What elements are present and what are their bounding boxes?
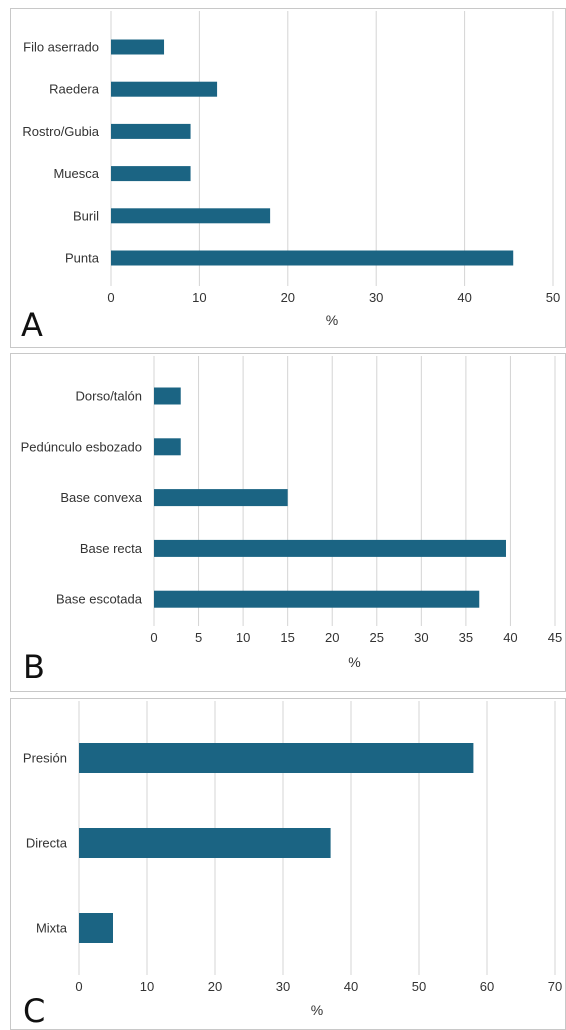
bar-b-2 [154, 489, 288, 507]
category-label: Directa [26, 836, 68, 851]
category-label: Raedera [49, 82, 100, 97]
category-label: Base convexa [60, 490, 142, 505]
x-tick-label: 0 [75, 979, 82, 994]
x-tick-label: 40 [457, 290, 471, 305]
bar-c-1 [79, 828, 331, 858]
x-axis-label: % [311, 1002, 323, 1018]
chart-panel-a: 0 10 20 30 40 50 Filo aserrado Raedera Rostro/Gu… [10, 8, 566, 348]
bar-a-3 [111, 166, 191, 182]
x-tick-label: 20 [281, 290, 295, 305]
x-tick-label: 30 [369, 290, 383, 305]
bar-chart-a: 0 10 20 30 40 50 Filo aserrado Raedera Rostro/Gu… [22, 11, 560, 328]
x-tick-label: 70 [548, 979, 562, 994]
bar-a-4 [111, 208, 271, 224]
bar-c-2 [79, 913, 113, 943]
x-tick-label: 10 [192, 290, 206, 305]
panel-label-c: C [23, 992, 46, 1030]
x-tick-label: 30 [276, 979, 290, 994]
x-tick-label: 45 [548, 630, 562, 645]
x-tick-label: 10 [236, 630, 250, 645]
bar-a-1 [111, 81, 218, 97]
bar-c-0 [79, 743, 474, 773]
bar-chart-c: 0 10 20 30 40 50 60 70 Presión Directa Mixta% [23, 701, 562, 1018]
bar-chart-b: 0 5 10 15 20 25 30 35 40 45 Dorso/talón Pedúnculo e… [21, 356, 562, 670]
chart-panel-c: 0 10 20 30 40 50 60 70 Presión Directa Mixta% C [10, 698, 566, 1030]
x-tick-label: 40 [344, 979, 358, 994]
x-tick-label: 30 [414, 630, 428, 645]
x-tick-label: 40 [503, 630, 517, 645]
bar-a-5 [111, 250, 514, 266]
category-label: Presión [23, 751, 67, 766]
category-label: Filo aserrado [23, 40, 99, 55]
category-label: Muesca [53, 166, 99, 181]
x-tick-label: 15 [280, 630, 294, 645]
bar-b-3 [154, 539, 506, 557]
category-label: Rostro/Gubia [22, 124, 99, 139]
category-label: Base recta [80, 541, 143, 556]
x-tick-label: 50 [412, 979, 426, 994]
x-tick-label: 50 [546, 290, 560, 305]
x-axis-label: % [348, 654, 360, 670]
x-tick-label: 5 [195, 630, 202, 645]
category-label: Mixta [36, 921, 68, 936]
bar-a-2 [111, 123, 191, 139]
bar-a-0 [111, 39, 165, 55]
x-tick-label: 60 [480, 979, 494, 994]
x-tick-label: 0 [107, 290, 114, 305]
category-label: Base escotada [56, 592, 143, 607]
bar-b-1 [154, 438, 181, 456]
bar-b-4 [154, 590, 480, 608]
category-label: Dorso/talón [76, 389, 142, 404]
x-tick-label: 0 [150, 630, 157, 645]
x-tick-label: 10 [140, 979, 154, 994]
panel-label-a: A [21, 306, 43, 344]
category-label: Buril [73, 208, 99, 223]
category-label: Pedúnculo esbozado [21, 439, 142, 454]
chart-panel-b: 0 5 10 15 20 25 30 35 40 45 Dorso/talón Pedúnculo e… [10, 353, 566, 692]
panel-label-b: B [23, 648, 45, 686]
x-tick-label: 25 [370, 630, 384, 645]
bar-b-0 [154, 387, 181, 405]
category-label: Punta [65, 251, 100, 266]
x-tick-label: 20 [208, 979, 222, 994]
x-tick-label: 35 [459, 630, 473, 645]
x-tick-label: 20 [325, 630, 339, 645]
x-axis-label: % [326, 312, 338, 328]
